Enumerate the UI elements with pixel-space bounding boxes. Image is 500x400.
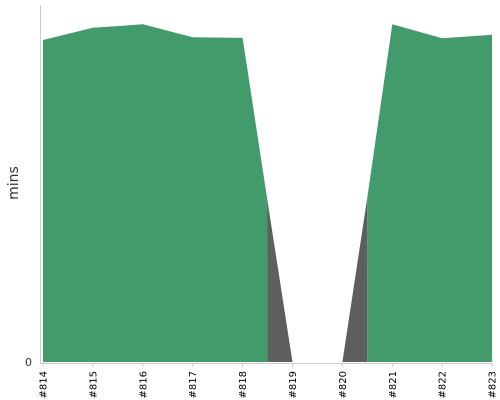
x-tick-label: #823: [488, 371, 499, 398]
x-tick-label: #822: [438, 371, 449, 398]
x-tick-label: #814: [39, 371, 50, 398]
area-segment-failed-2: [342, 197, 368, 362]
area-segment-passed-0: [43, 24, 268, 363]
area-segment-failed-1: [267, 201, 293, 362]
x-tick-label: #817: [188, 371, 199, 398]
x-tick-label: #816: [138, 371, 149, 398]
area-layer: [43, 24, 493, 363]
x-tick-label: #819: [288, 371, 299, 398]
x-tick-label: #820: [338, 371, 349, 398]
area-segment-passed-3: [367, 24, 493, 363]
x-tick-label: #821: [388, 371, 399, 398]
y-tick-label-0: 0: [25, 356, 32, 369]
x-tick-label: #815: [88, 371, 99, 398]
y-axis-title: mins: [6, 166, 22, 200]
x-tick-labels: #814 #815 #816 #817 #818 #819 #820 #821 #822 #823: [39, 363, 499, 398]
x-tick-label: #818: [238, 371, 249, 398]
